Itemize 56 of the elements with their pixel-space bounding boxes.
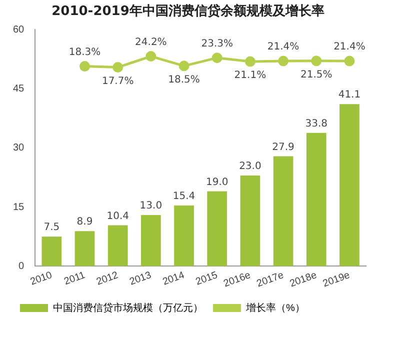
point	[80, 61, 90, 72]
x-tick-label: 2019e	[322, 270, 352, 290]
bar	[306, 132, 326, 266]
x-tick-label: 2012	[95, 270, 120, 288]
data-label: 21.4%	[267, 42, 300, 53]
data-label: 15.4	[172, 191, 196, 202]
point	[178, 60, 190, 72]
bar	[273, 156, 294, 266]
bar	[340, 104, 360, 266]
bar	[74, 231, 95, 266]
point	[278, 56, 289, 66]
bar	[174, 205, 194, 266]
data-label: 7.5	[44, 222, 60, 234]
point	[112, 62, 124, 73]
point	[244, 56, 256, 67]
point	[311, 56, 322, 66]
bar	[42, 236, 62, 266]
x-tick-label: 2013	[128, 270, 154, 288]
bar	[240, 176, 260, 266]
y-tick-label: 45	[13, 84, 25, 95]
chart-title: 2010-2019年中国消费信贷余额规模及增长率	[52, 3, 324, 20]
legend-label: 中国消费信贷市场规模（万亿元）	[53, 302, 203, 314]
data-label: 23.3%	[201, 38, 233, 50]
data-label: 33.8	[305, 118, 328, 130]
x-tick-label: 2014	[161, 270, 186, 288]
point	[344, 56, 355, 66]
data-label: 18.3%	[68, 46, 101, 58]
point	[146, 51, 156, 62]
x-tick-label: 2016e	[222, 270, 253, 290]
data-label: 27.9	[272, 142, 294, 153]
y-tick-label: 0	[18, 260, 25, 272]
point	[212, 52, 222, 64]
legend-label: 增长率（%）	[245, 302, 305, 314]
data-label: 8.9	[76, 216, 93, 228]
data-label: 19.0	[206, 176, 228, 188]
data-label: 24.2%	[135, 36, 167, 48]
data-label: 18.5%	[168, 74, 200, 86]
x-tick-label: 2017e	[255, 270, 286, 290]
bar	[108, 225, 128, 266]
data-label: 21.1%	[234, 70, 266, 82]
data-label: 17.7%	[102, 76, 134, 87]
x-tick-label: 2018e	[288, 270, 319, 290]
data-label: 13.0	[140, 200, 162, 212]
x-tick-label: 2011	[62, 270, 88, 288]
data-label: 41.1	[338, 90, 361, 101]
data-label: 10.4	[106, 210, 129, 222]
bar	[207, 191, 228, 266]
y-tick-label: 30	[13, 142, 25, 154]
data-label: 21.5%	[300, 69, 332, 80]
x-tick-label: 2010	[28, 270, 54, 288]
x-tick-label: 2015	[194, 270, 220, 288]
y-tick-label: 15	[13, 202, 25, 213]
data-label: 23.0	[239, 161, 262, 172]
y-tick-label: 60	[13, 24, 25, 36]
bar	[141, 214, 161, 266]
data-label: 21.4%	[334, 42, 366, 53]
